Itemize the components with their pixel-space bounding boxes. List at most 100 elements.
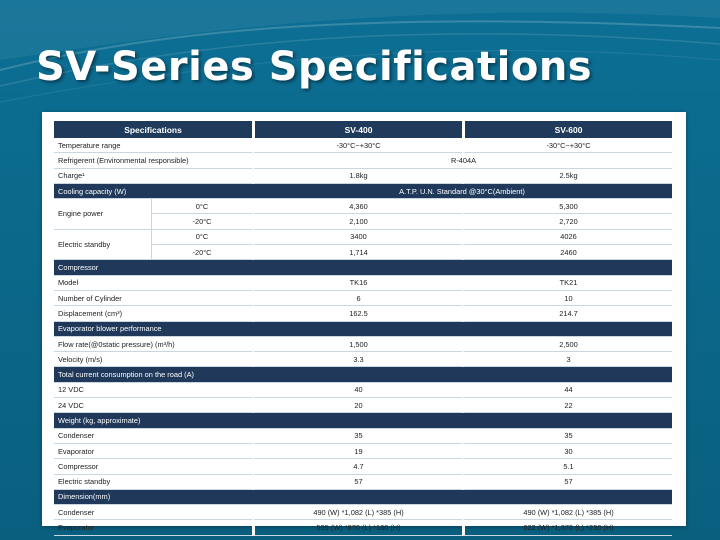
cell-sv-400: 57 (252, 474, 463, 490)
cell-sv-600: 5.1 (462, 459, 673, 475)
cell-sv-600: 35 (462, 428, 673, 444)
cell-sv-400: 19 (252, 443, 463, 460)
cell-sv-600: TK21 (462, 275, 673, 291)
cell-sv-600: 490 (W) *1,082 (L) *385 (H) (462, 505, 673, 521)
table-row: Model TK16 TK21 (54, 275, 673, 291)
temp-cell: 0°C (151, 229, 253, 246)
cell-sv-600: 2460 (462, 245, 673, 261)
row-label: Model (54, 276, 253, 291)
cell-sv-400: 2,100 (252, 214, 463, 230)
row-label: Compressor (54, 459, 253, 475)
cell-sv-400: 490 (W) *1,082 (L) *385 (H) (252, 505, 463, 521)
table-row: Temperature range -30°C~+30°C -30°C~+30°… (54, 138, 673, 154)
section-row: Evaporator blower performance (54, 321, 673, 337)
row-label: Condenser (54, 429, 253, 444)
row-label: Velocity (m/s) (54, 352, 253, 368)
temp-cell: -20°C (151, 245, 253, 261)
row-label: Refrigerent (Environmental responsible) (54, 153, 253, 169)
table-row: Charge¹ 1.8kg 2.5kg (54, 168, 673, 184)
table-row: Velocity (m/s) 3.3 3 (54, 352, 673, 368)
cell-sv-600: 10 (462, 290, 673, 307)
section-label: Compressor (54, 260, 673, 276)
row-label: Charge¹ (54, 169, 253, 184)
cell-sv-400: 162.5 (252, 306, 463, 322)
row-label: 12 VDC (54, 383, 253, 399)
cell-sv-400: 595 (W) *870 (L) *180 (H) (252, 520, 463, 536)
table-row: Electric standby 57 57 (54, 474, 673, 490)
row-label: Evaporator (54, 520, 253, 536)
cell-sv-400: 20 (252, 398, 463, 414)
table-row: Evaporator 19 30 (54, 443, 673, 460)
row-label: Electric standby (54, 230, 151, 261)
section-row: Total current consumption on the road (A… (54, 367, 673, 383)
section-label: Dimension(mm) (54, 489, 673, 506)
row-label: Displacement (cm³) (54, 306, 253, 322)
table-row: Condenser 490 (W) *1,082 (L) *385 (H) 49… (54, 505, 673, 521)
section-label: Weight (kg, approximate) (54, 413, 673, 429)
table-row: Refrigerent (Environmental responsible) … (54, 153, 673, 169)
slide-title: SV-Series Specifications (36, 44, 593, 90)
cell-shared: R-404A (252, 153, 673, 169)
table-row: -20°C 1,714 2460 (54, 245, 673, 261)
section-row: Weight (kg, approximate) (54, 413, 673, 429)
row-label: Electric standby (54, 475, 253, 490)
row-label: Number of Cylinder (54, 291, 253, 307)
cell-sv-400: -30°C~+30°C (252, 138, 463, 154)
cell-sv-600: 22 (462, 398, 673, 414)
section-label: Evaporator blower performance (54, 321, 673, 337)
row-label: Engine power (54, 199, 151, 230)
cell-sv-600: 44 (462, 382, 673, 399)
cell-sv-400: 3400 (252, 229, 463, 246)
cell-sv-600: 2,500 (462, 336, 673, 353)
section-row: Cooling capacity (W) A.T.P. U.N. Standar… (54, 183, 673, 200)
row-label: Flow rate(@0static pressure) (m³/h) (54, 337, 253, 353)
section-note: A.T.P. U.N. Standard @30°C(Ambient) (252, 183, 673, 200)
table-row: Displacement (cm³) 162.5 214.7 (54, 306, 673, 322)
spec-table: Specifications SV-400 SV-600 Temperature… (54, 121, 673, 536)
section-label: Cooling capacity (W) (54, 183, 253, 200)
table-row: Electric standby 0°C 3400 4026 (54, 229, 673, 261)
table-row: -20°C 2,100 2,720 (54, 214, 673, 230)
cell-sv-600: 2,720 (462, 214, 673, 230)
spec-sheet: Specifications SV-400 SV-600 Temperature… (42, 112, 686, 536)
temp-cell: -20°C (151, 214, 253, 230)
table-row: Condenser 35 35 (54, 428, 673, 444)
row-label: 24 VDC (54, 398, 253, 414)
cell-sv-600: 214.7 (462, 306, 673, 322)
cell-sv-600: 5,300 (462, 199, 673, 215)
cell-sv-600: 622 (W) *1,376 (L) *230 (H) (462, 520, 673, 536)
table-row: Evaporator 595 (W) *870 (L) *180 (H) 622… (54, 520, 673, 536)
cell-sv-600: 57 (462, 474, 673, 490)
cell-sv-600: 3 (462, 352, 673, 368)
cell-sv-600: -30°C~+30°C (462, 138, 673, 154)
cell-sv-400: 6 (252, 290, 463, 307)
section-row: Dimension(mm) (54, 489, 673, 506)
table-row: 24 VDC 20 22 (54, 398, 673, 414)
table-row: Compressor 4.7 5.1 (54, 459, 673, 475)
header-sv-400: SV-400 (252, 121, 463, 138)
table-row: Number of Cylinder 6 10 (54, 290, 673, 307)
row-label: Condenser (54, 505, 253, 521)
cell-sv-400: 1.8kg (252, 168, 463, 184)
row-label: Evaporator (54, 444, 253, 460)
cell-sv-400: 4,360 (252, 199, 463, 215)
section-row: Compressor (54, 260, 673, 276)
cell-sv-600: 30 (462, 443, 673, 460)
temp-cell: 0°C (151, 199, 253, 215)
cell-sv-600: 4026 (462, 229, 673, 246)
cell-sv-400: 4.7 (252, 459, 463, 475)
section-label: Total current consumption on the road (A… (54, 367, 673, 383)
table-row: Flow rate(@0static pressure) (m³/h) 1,50… (54, 336, 673, 353)
cell-sv-400: 1,714 (252, 245, 463, 261)
table-header-row: Specifications SV-400 SV-600 (54, 121, 673, 138)
header-sv-600: SV-600 (462, 121, 673, 138)
cell-sv-400: TK16 (252, 275, 463, 291)
cell-sv-600: 2.5kg (462, 168, 673, 184)
cell-sv-400: 35 (252, 428, 463, 444)
cell-sv-400: 1,500 (252, 336, 463, 353)
table-row: Engine power 0°C 4,360 5,300 (54, 199, 673, 230)
header-specifications: Specifications (54, 121, 253, 138)
cell-sv-400: 3.3 (252, 352, 463, 368)
cell-sv-400: 40 (252, 382, 463, 399)
row-label: Temperature range (54, 138, 253, 154)
